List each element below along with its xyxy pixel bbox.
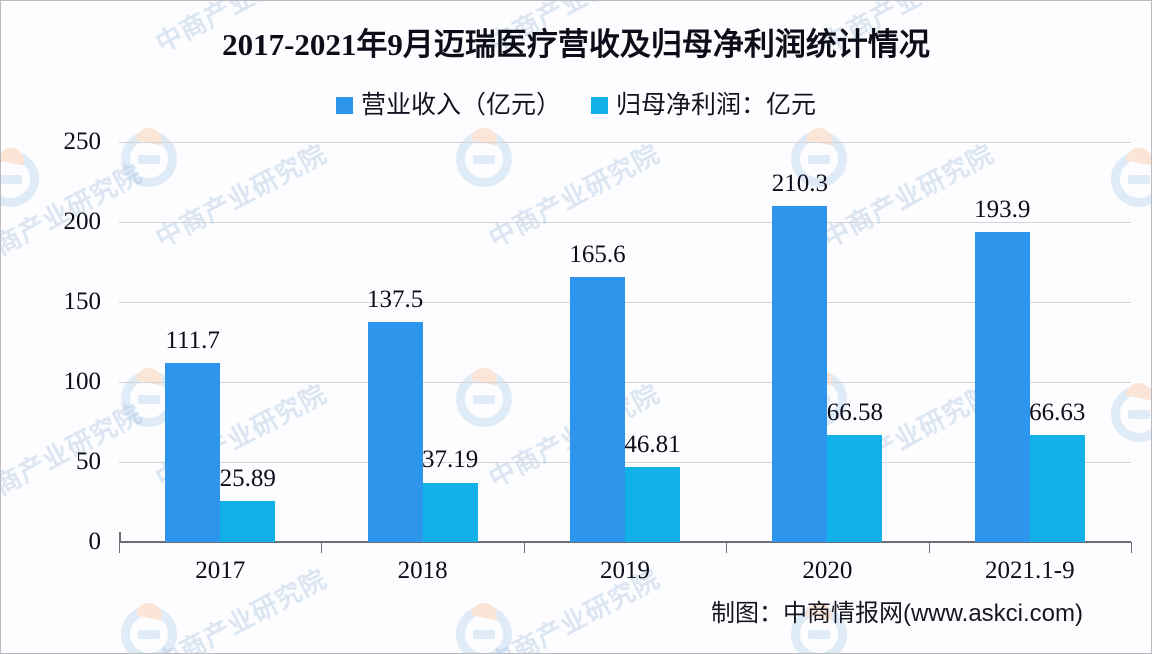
watermark-logo-icon <box>456 600 512 653</box>
legend-swatch-icon <box>591 97 608 114</box>
x-axis-tick <box>119 542 120 553</box>
bar-label-net-profit: 46.81 <box>624 431 681 459</box>
x-axis-tick <box>928 542 930 553</box>
x-axis-label: 2020 <box>802 557 853 584</box>
bar-group <box>974 142 1085 542</box>
bar-label-net-profit: 66.63 <box>1029 399 1086 427</box>
bar-label-net-profit: 37.19 <box>421 446 479 474</box>
bar-label-net-profit: 66.58 <box>826 399 884 427</box>
x-axis-label: 2017 <box>195 557 246 584</box>
x-axis-label: 2019 <box>600 557 650 584</box>
gridline <box>119 382 1131 383</box>
bar-label-revenue: 210.3 <box>771 169 829 197</box>
y-axis-tick-label: 100 <box>63 368 102 395</box>
gridline <box>119 462 1131 463</box>
gridline <box>119 142 1131 143</box>
bar-net-profit[interactable] <box>625 467 680 542</box>
x-axis-line <box>119 541 1131 543</box>
bar-label-net-profit: 25.89 <box>219 464 276 492</box>
bar-group <box>165 142 276 542</box>
y-axis-tick-label: 50 <box>76 448 101 475</box>
x-axis-tick <box>726 542 728 553</box>
chart-legend: 营业收入（亿元） 归母净利润：亿元 <box>1 93 1151 118</box>
y-axis-tick-label: 250 <box>63 128 102 155</box>
bar-net-profit[interactable] <box>422 482 478 542</box>
bar-revenue[interactable] <box>165 363 221 542</box>
x-axis-label: 2021.1-9 <box>985 557 1075 584</box>
y-axis-stub <box>119 532 121 543</box>
bar-net-profit[interactable] <box>220 500 276 542</box>
plot-area: 111.7 25.89 137.5 37.19 165.6 46.81 210.3 66.58… <box>119 142 1132 553</box>
legend-item-net-profit[interactable]: 归母净利润：亿元 <box>591 93 816 118</box>
legend-swatch-icon <box>335 97 353 114</box>
chart-credit: 制图：中商情报网(www.askci.com) <box>710 600 1083 627</box>
bar-revenue[interactable] <box>772 205 828 542</box>
y-axis: 0 50 100 150 200 250 <box>31 128 102 555</box>
bar-label-revenue: 165.6 <box>569 241 626 269</box>
legend-item-revenue[interactable]: 营业收入（亿元） <box>335 91 561 119</box>
bar-group <box>367 142 478 542</box>
x-axis-tick <box>1131 542 1132 553</box>
y-axis-tick-label: 150 <box>63 288 102 315</box>
bar-revenue[interactable] <box>570 277 625 542</box>
bar-revenue[interactable] <box>974 231 1030 542</box>
y-axis-tick-label: 200 <box>63 208 102 235</box>
bar-label-revenue: 111.7 <box>165 327 220 355</box>
y-axis-tick-label: 0 <box>88 528 102 555</box>
bar-label-revenue: 137.5 <box>366 286 424 313</box>
bar-revenue[interactable] <box>367 322 423 542</box>
legend-label-revenue: 营业收入（亿元） <box>360 91 561 119</box>
bar-label-revenue: 193.9 <box>974 195 1031 223</box>
legend-label-net-profit: 归母净利润：亿元 <box>616 91 817 119</box>
bar-net-profit[interactable] <box>1029 435 1085 542</box>
chart-title: 2017-2021年9月迈瑞医疗营收及归母净利润统计情况 <box>222 27 930 62</box>
bar-group <box>570 142 680 542</box>
bar-group <box>772 142 883 542</box>
x-axis-tick <box>523 542 525 553</box>
bar-net-profit[interactable] <box>827 435 883 542</box>
x-axis-tick <box>321 542 323 553</box>
watermark-logo-icon <box>121 600 177 653</box>
gridline <box>119 222 1131 223</box>
gridline <box>119 302 1131 303</box>
x-axis-label: 2018 <box>397 557 448 584</box>
